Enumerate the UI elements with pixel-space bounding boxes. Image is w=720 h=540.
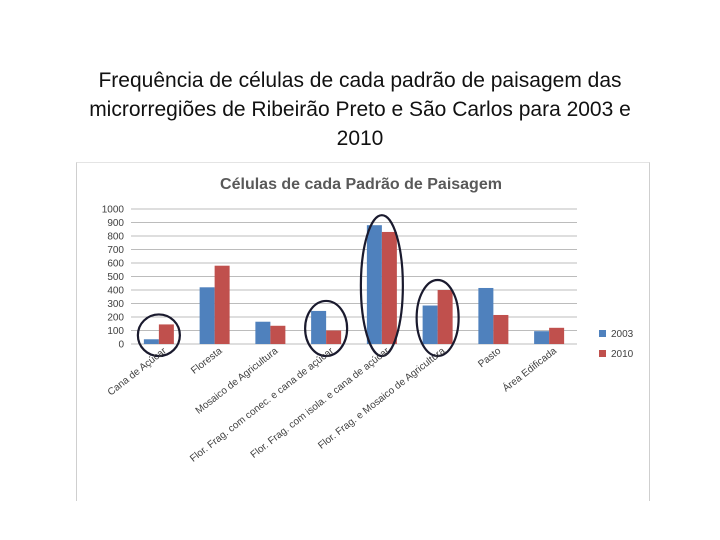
y-tick-label: 500 xyxy=(107,272,124,283)
chart-title: Células de cada Padrão de Paisagem xyxy=(220,176,502,193)
slide-title-line-3: 2010 xyxy=(336,127,384,150)
bar-2010 xyxy=(270,325,286,344)
highlight-circle xyxy=(415,278,460,358)
gridlines xyxy=(131,208,577,345)
bar-2010 xyxy=(326,330,342,344)
x-category-label: Cana de Açúcar xyxy=(106,345,169,398)
highlight-circle xyxy=(304,299,349,358)
legend-swatch xyxy=(599,330,606,337)
highlight-circle xyxy=(359,214,404,358)
bar-2003 xyxy=(255,321,271,344)
bar-2010 xyxy=(214,265,230,344)
bar-2010 xyxy=(158,324,174,344)
legend-label: 2010 xyxy=(611,349,634,360)
y-tick-label: 100 xyxy=(107,326,124,337)
bar-2010 xyxy=(437,290,453,344)
slide-title-line-2: microrregiões de Ribeirão Preto e São Ca… xyxy=(89,98,631,121)
y-axis: 0 100 200 300 400 500 600 700 800 900 1000 xyxy=(102,205,125,351)
bar-chart: Células de cada Padrão de Paisagem 0 100 2… xyxy=(102,176,634,465)
legend-swatch xyxy=(599,350,606,357)
x-category-label: Área Edificada xyxy=(500,344,560,395)
highlight-circles xyxy=(136,214,460,358)
y-tick-label: 800 xyxy=(107,232,124,243)
x-category-label: Floresta xyxy=(189,345,225,376)
y-tick-label: 900 xyxy=(107,218,124,229)
bar-2003 xyxy=(311,310,327,344)
y-tick-label: 0 xyxy=(118,340,124,351)
bar-2003 xyxy=(478,287,494,344)
bars xyxy=(143,225,565,344)
y-tick-label: 300 xyxy=(107,299,124,310)
y-tick-label: 200 xyxy=(107,313,124,324)
bar-2003 xyxy=(422,305,438,344)
chart-frame: Células de cada Padrão de Paisagem 0 100 2… xyxy=(76,162,650,501)
bar-2010 xyxy=(381,231,397,344)
bar-2003 xyxy=(366,225,382,344)
bar-2003 xyxy=(534,331,550,344)
bar-2003 xyxy=(199,287,215,344)
legend-label: 2003 xyxy=(611,329,634,340)
x-category-label: Pasto xyxy=(476,345,503,370)
bar-2010 xyxy=(493,314,509,344)
slide-title: Frequência de células de cada padrão de … xyxy=(30,66,690,153)
legend: 2003 2010 xyxy=(599,329,634,360)
bar-2010 xyxy=(549,327,565,344)
y-tick-label: 400 xyxy=(107,286,124,297)
y-tick-label: 600 xyxy=(107,259,124,270)
highlight-circle xyxy=(136,313,181,358)
y-tick-label: 1000 xyxy=(102,205,125,216)
bar-2003 xyxy=(143,339,159,344)
y-tick-label: 700 xyxy=(107,245,124,256)
slide-title-line-1: Frequência de células de cada padrão de … xyxy=(98,69,622,92)
